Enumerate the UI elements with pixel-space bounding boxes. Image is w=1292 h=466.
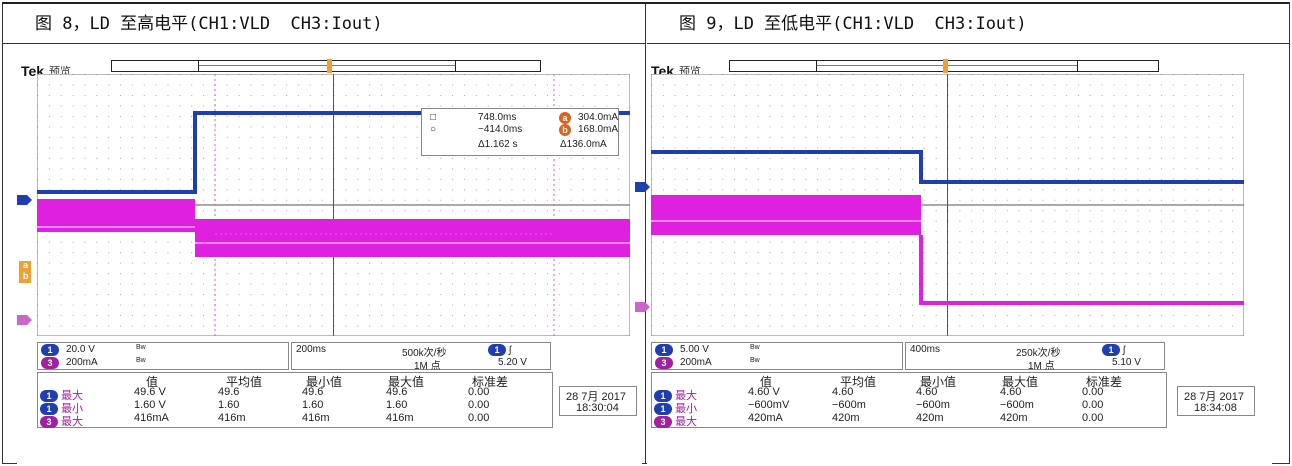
figure-9-caption: 图 9，LD 至低电平(CH1:VLD CH3:Iout) [647,4,1289,44]
ch1-scale: 5.00 V [680,344,709,355]
record-timebar [111,60,541,72]
cursor1-value: 304.0mA [578,112,619,123]
measurement-table: 值 平均值 最小值 最大值 标准差 1 最大 1 最小 3 最大 49.6 V … [37,372,553,428]
waveform-plot [651,74,1244,336]
ch1-waveform [651,150,1244,184]
timebase: 400ms [910,344,941,355]
channel-settings-box: 1 3 5.00 V 200mA Bw Bw [651,342,903,370]
record-length: 1M 点 [414,361,441,372]
time: 18:34:08 [1194,402,1237,414]
cursor2-time: −414.0ms [478,124,523,135]
cursor-delta-time: Δ1.162 s [478,139,518,150]
ch1-scale: 20.0 V [66,344,95,355]
cursor-a-tag: a [23,260,29,270]
oscilloscope-screenshot-9: Tek 预览 [635,52,1272,464]
cursor2-value: 168.0mA [578,124,619,135]
figure-9-cell: 图 9，LD 至低电平(CH1:VLD CH3:Iout) Tek 预览 [635,4,1289,464]
trigger-level: 5.20 V [498,357,527,368]
measurement-table: 值 平均值 最小值 最大值 标准差 1 最大 1 最小 3 最大 4.60 V … [651,372,1167,428]
sample-rate: 250k次/秒 [1016,348,1061,359]
ch3-bw: Bw [136,357,146,364]
cursor-b-tag: b [23,271,29,281]
channel-settings-box: 1 3 20.0 V 200mA Bw Bw [37,342,289,370]
record-length: 1M 点 [1028,361,1055,372]
ch3-waveform-low [195,219,630,257]
date-time-box: 28 7月 2017 18:34:08 [1177,386,1255,416]
trigger-level: 5.10 V [1112,357,1141,368]
date: 28 7月 2017 [1184,391,1244,403]
acquisition-box: 200ms 500k次/秒 1M 点 1 ∫ 5.20 V [291,342,551,372]
channel-markers [635,182,650,312]
time: 18:30:04 [576,402,619,414]
sample-rate: 500k次/秒 [402,348,447,359]
ch1-bw: Bw [750,344,760,351]
ch3-waveform-high [651,195,921,235]
ch3-scale: 200mA [66,357,98,368]
cursor1-time: 748.0ms [478,112,517,123]
cursor-delta-value: Δ136.0mA [560,139,607,150]
channel-markers [17,195,32,325]
waveform-graticule [651,74,1244,336]
date: 28 7月 2017 [566,391,626,403]
timebase: 200ms [296,344,327,355]
ch3-scale: 200mA [680,357,712,368]
oscilloscope-screenshot-8: Tek 预览 [17,52,642,464]
figure-8-cell: 图 8，LD 至高电平(CH1:VLD CH3:Iout) Tek 预览 [3,4,646,464]
ch1-waveform [37,111,630,194]
acquisition-box: 400ms 250k次/秒 1M 点 1 ∫ 5.10 V [905,342,1165,372]
date-time-box: 28 7月 2017 18:30:04 [559,386,637,416]
ch3-waveform-low [919,235,1244,305]
trigger-position-marker [943,59,948,73]
trigger-position-marker [327,59,332,73]
cursor-readout: □ ○ 748.0ms −414.0ms Δ1.162 s a b 304.0m… [421,108,619,156]
ch3-bw: Bw [750,357,760,364]
ch1-bw: Bw [136,344,146,351]
figure-8-caption: 图 8，LD 至高电平(CH1:VLD CH3:Iout) [3,4,645,44]
